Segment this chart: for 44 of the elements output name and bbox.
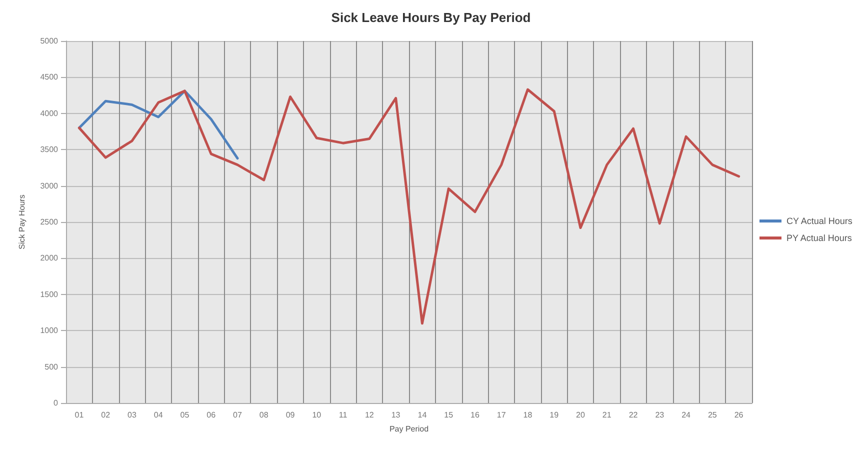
x-tick-label: 17 <box>496 410 506 420</box>
y-tick-label: 4000 <box>40 108 59 118</box>
x-tick-label: 11 <box>338 410 348 420</box>
y-tick-label: 0 <box>54 398 59 408</box>
x-axis-title: Pay Period <box>389 424 429 434</box>
x-tick-label: 01 <box>74 410 84 420</box>
y-tick-label: 3500 <box>40 145 59 154</box>
line-series <box>78 88 740 325</box>
chart-title: Sick Leave Hours By Pay Period <box>331 10 531 25</box>
x-tick-label: 05 <box>180 410 190 420</box>
x-tick-label: 14 <box>418 410 428 420</box>
y-tick-label: 2500 <box>40 218 59 226</box>
x-tick-label: 04 <box>154 410 164 420</box>
x-tick-label: 13 <box>391 410 401 420</box>
x-tick-label: 21 <box>602 410 612 420</box>
x-tick-label: 10 <box>312 410 322 420</box>
x-tick-label: 23 <box>655 410 665 420</box>
x-tick-label: 20 <box>576 410 586 420</box>
x-tick-label: 08 <box>259 410 269 420</box>
line-series <box>78 90 239 160</box>
y-tick-label: 2000 <box>40 254 59 263</box>
x-tick-label: 06 <box>206 410 216 420</box>
x-tick-label: 03 <box>128 410 137 420</box>
y-tick-label: 5000 <box>40 36 59 46</box>
x-tick-label: 02 <box>101 410 111 420</box>
x-tick-label: 24 <box>682 410 692 420</box>
y-tick-label: 1000 <box>40 326 59 336</box>
x-tick-label: 12 <box>364 410 374 420</box>
y-tick-label: 4500 <box>40 72 59 82</box>
x-tick-label: 16 <box>470 410 480 420</box>
x-tick-label: 25 <box>708 410 718 420</box>
y-tick-label: 500 <box>44 362 59 372</box>
x-tick-label: 19 <box>550 410 560 420</box>
x-tick-label: 15 <box>444 410 454 420</box>
legend-label: PY Actual Hours <box>786 233 852 243</box>
y-tick-label: 3000 <box>40 181 59 190</box>
y-tick-label: 1500 <box>40 290 59 299</box>
x-tick-label: 09 <box>286 410 296 420</box>
y-axis-title: Sick Pay Hours <box>18 194 26 250</box>
x-tick-label: 22 <box>628 410 638 420</box>
x-tick-label: 26 <box>734 410 744 420</box>
x-tick-label: 18 <box>523 410 533 420</box>
x-tick-label: 07 <box>233 410 242 420</box>
legend-label: CY Actual Hours <box>786 216 853 226</box>
